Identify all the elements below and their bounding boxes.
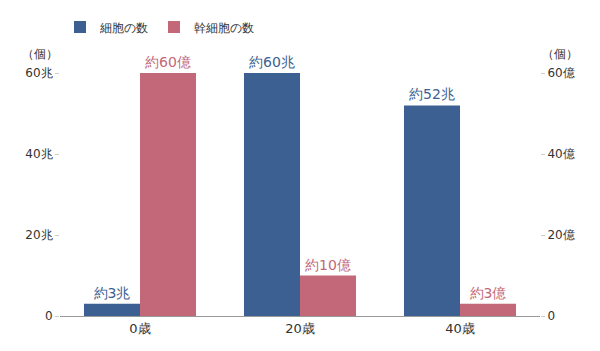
svg-text:60兆: 60兆	[25, 66, 52, 80]
svg-text:40億: 40億	[547, 147, 574, 161]
svg-text:幹細胞の数: 幹細胞の数	[194, 21, 254, 35]
svg-text:（個）: （個）	[542, 47, 578, 61]
svg-text:約52兆: 約52兆	[409, 86, 455, 102]
svg-text:（個）: （個）	[22, 47, 58, 61]
svg-text:0歳: 0歳	[129, 321, 150, 336]
svg-text:0: 0	[547, 309, 555, 323]
svg-text:約10億: 約10億	[305, 257, 351, 273]
svg-text:約3億: 約3億	[470, 285, 507, 301]
svg-text:40兆: 40兆	[25, 147, 52, 161]
svg-text:細胞の数: 細胞の数	[99, 21, 148, 35]
svg-text:20兆: 20兆	[25, 228, 52, 242]
svg-text:約60兆: 約60兆	[249, 54, 295, 70]
svg-text:40歳: 40歳	[445, 321, 475, 336]
svg-text:0: 0	[45, 309, 53, 323]
svg-text:約3兆: 約3兆	[94, 285, 131, 301]
svg-text:60億: 60億	[547, 66, 574, 80]
svg-text:20歳: 20歳	[285, 321, 315, 336]
svg-text:約60億: 約60億	[145, 54, 191, 70]
svg-text:20億: 20億	[547, 228, 574, 242]
